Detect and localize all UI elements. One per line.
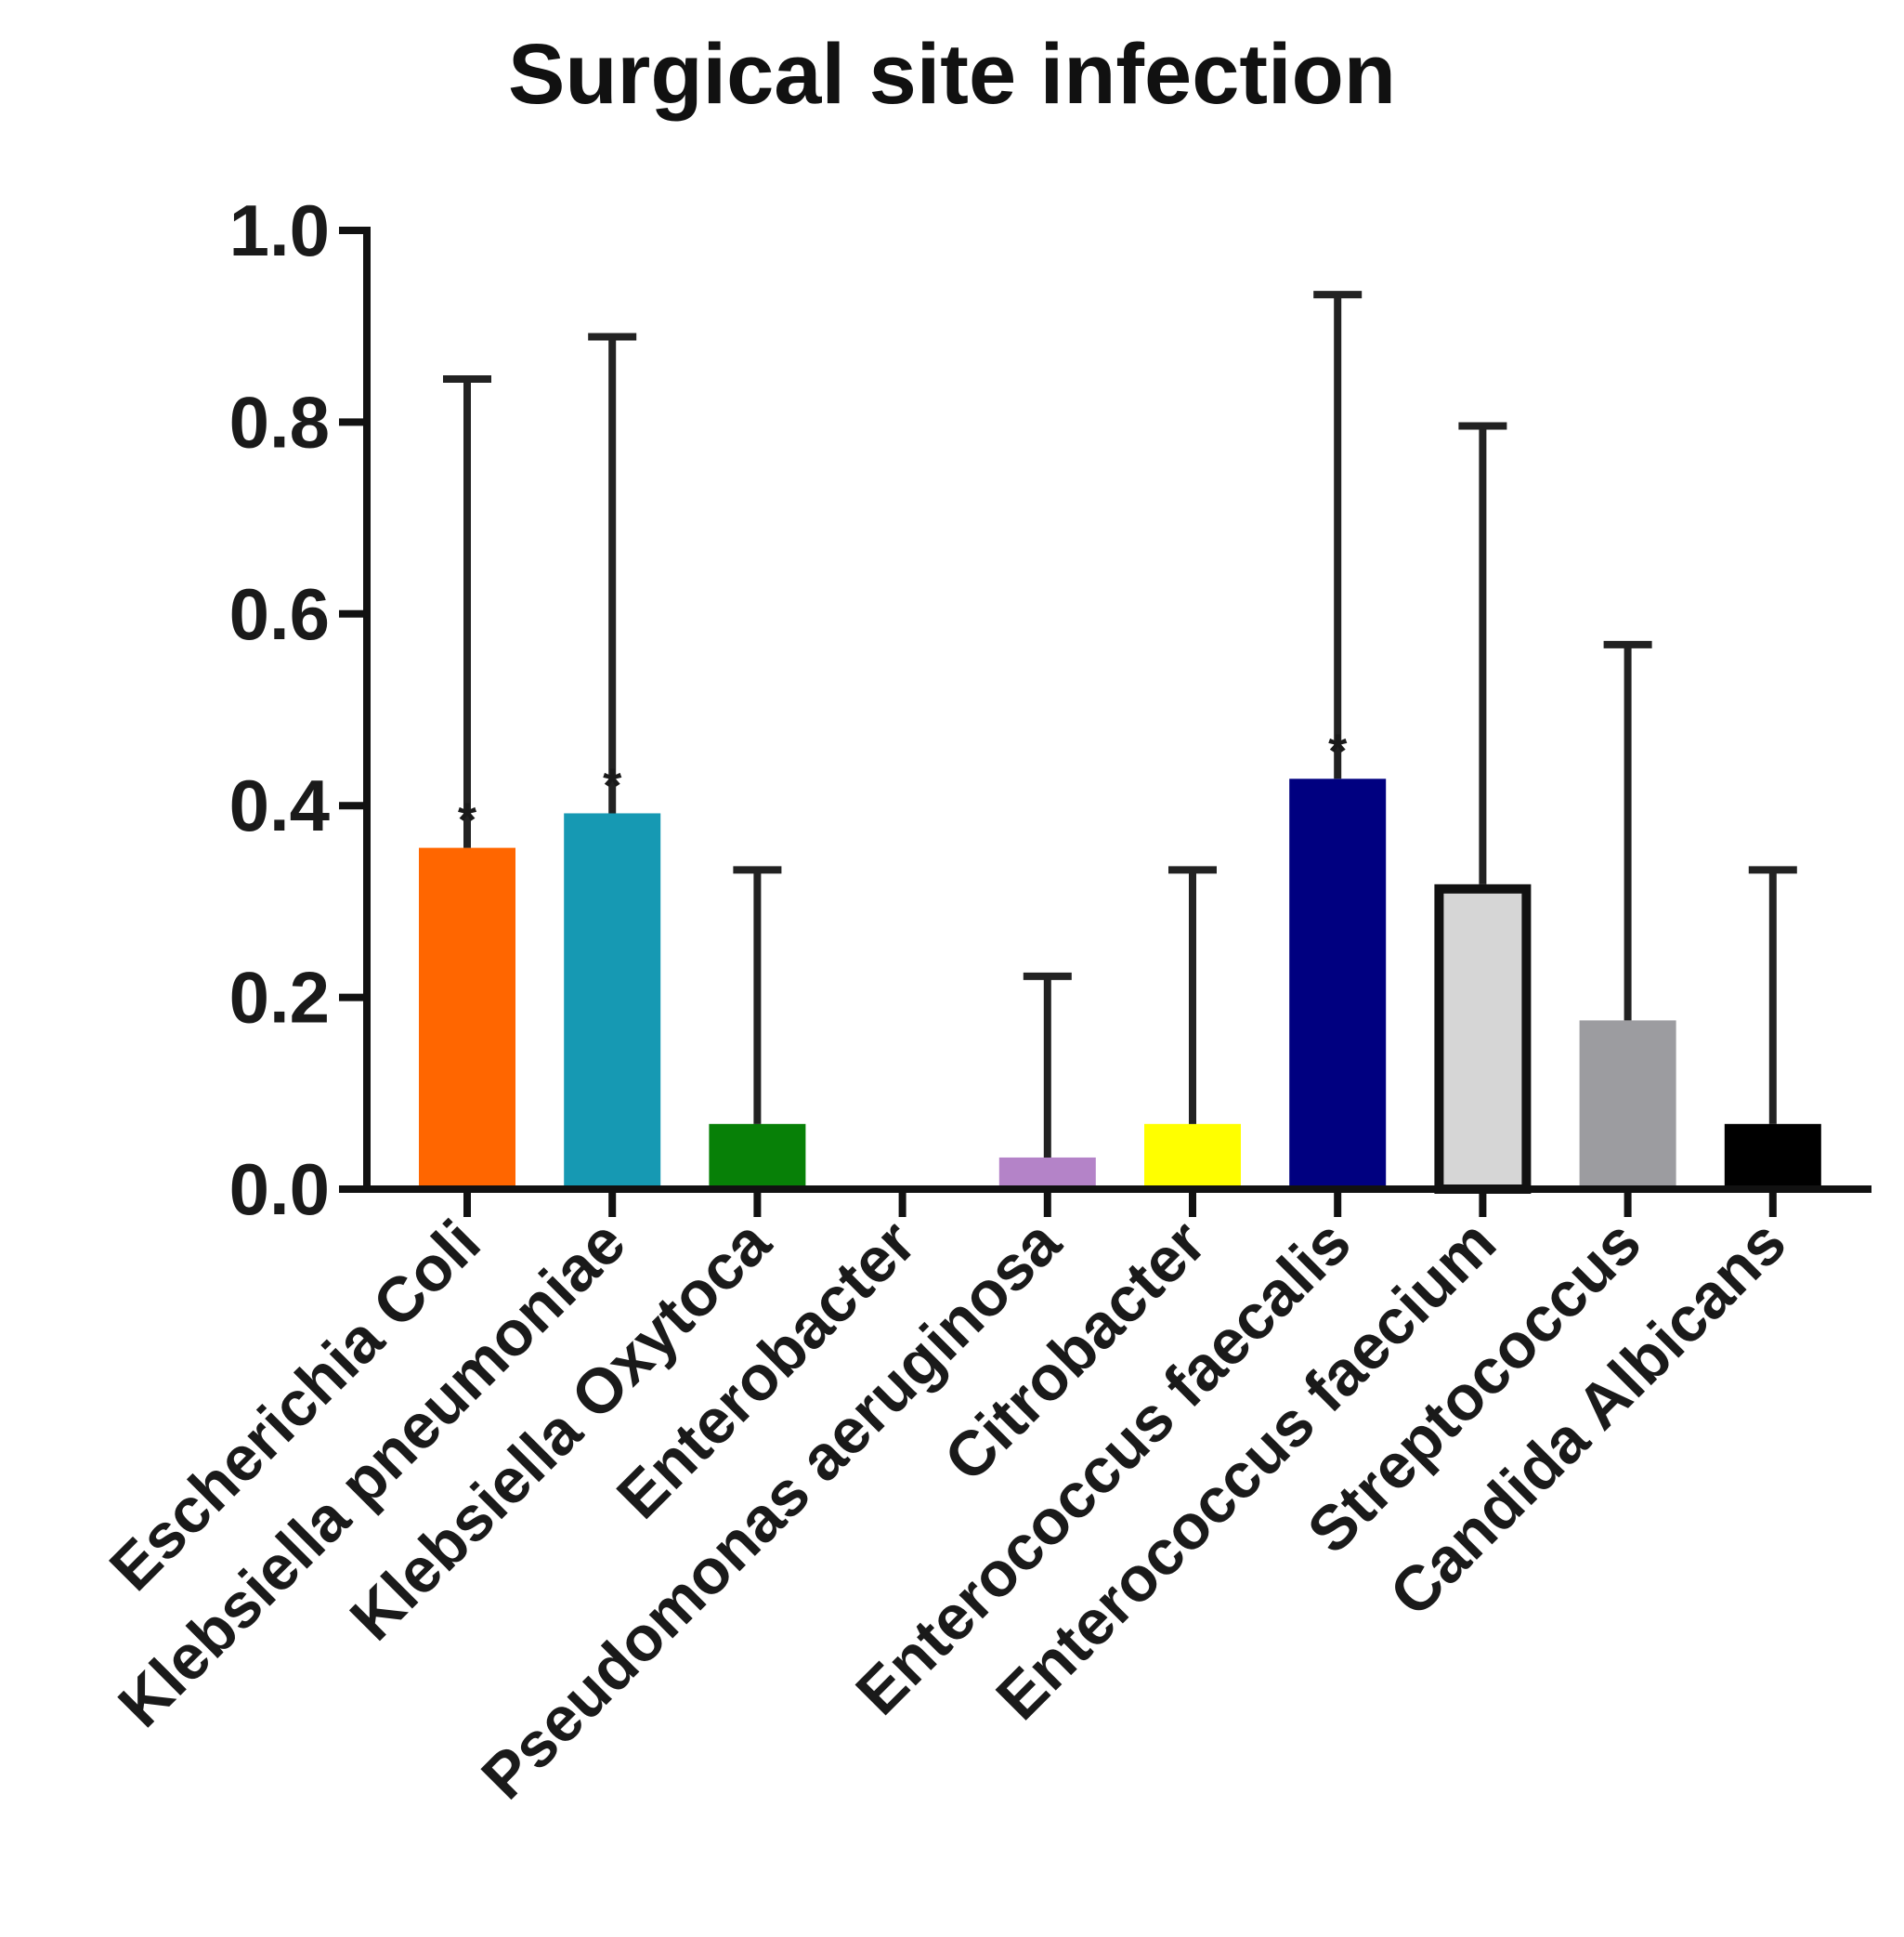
bar [1289, 779, 1387, 1189]
x-axis [339, 1185, 1871, 1217]
bar [1434, 883, 1532, 1194]
y-tick-label: 0.4 [229, 765, 330, 846]
significance-marker: * [1328, 725, 1348, 779]
y-tick-label: 0.6 [229, 573, 330, 655]
significance-marker: * [458, 794, 477, 848]
bar [419, 847, 515, 1189]
bar [998, 1157, 1096, 1189]
chart-title: Surgical site infection [508, 27, 1396, 122]
y-tick-label: 0.2 [229, 957, 330, 1039]
y-tick-label: 0.8 [229, 381, 330, 463]
error-bars [443, 291, 1797, 1158]
y-axis: 0.0 0.2 0.4 0.6 0.8 1.0 [229, 190, 371, 1230]
bar [1724, 1123, 1821, 1189]
bar [564, 813, 661, 1189]
significance-marker: * [603, 759, 622, 813]
bar [1144, 1123, 1241, 1189]
bar [709, 1123, 806, 1189]
bar [1579, 1020, 1676, 1189]
significance-markers: * * * [458, 725, 1348, 847]
y-tick-label: 1.0 [229, 190, 330, 271]
bars [419, 779, 1821, 1194]
y-tick-label: 0.0 [229, 1148, 330, 1230]
